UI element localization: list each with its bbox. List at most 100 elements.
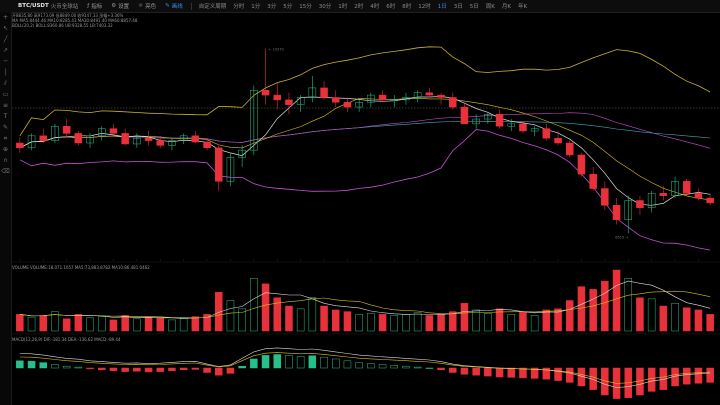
zoom-icon[interactable]: ⊕: [2, 146, 9, 153]
timeframe-17[interactable]: 年K: [517, 4, 528, 10]
candle-body: [296, 97, 305, 105]
macd-histogram-bar: [530, 367, 539, 379]
candle-body: [601, 188, 609, 206]
candle-body: [285, 99, 293, 105]
candle-body: [530, 128, 539, 132]
drawing-toolbar: + ↖ ╱ ↗ ─ │ ⫽ ▭ ≡ T ✎ ⌗ ⊕ ∩ ⌫: [0, 12, 12, 405]
candle-body: [706, 197, 714, 204]
volume-bar: [179, 318, 188, 332]
indicators-button[interactable]: ƒ 指标: [87, 2, 102, 10]
macd-histogram-bar: [273, 354, 282, 369]
macd-histogram-bar: [62, 365, 71, 369]
candle-body: [133, 137, 141, 145]
volume-bar: [109, 319, 118, 332]
custom-period-button[interactable]: 自定义周期: [198, 4, 227, 10]
volume-bar: [495, 308, 504, 332]
timeframe-7[interactable]: 2时: [354, 4, 364, 10]
macd-histogram-bar: [39, 362, 48, 369]
symbol-name[interactable]: BTC/USDT: [18, 3, 49, 9]
text-icon[interactable]: T: [3, 113, 8, 120]
macd-histogram-bar: [261, 355, 270, 369]
boll-upper-band: [19, 46, 711, 137]
candle-body: [589, 173, 597, 189]
delete-icon[interactable]: ⌫: [1, 168, 10, 175]
macd-histogram-bar: [542, 367, 551, 380]
rectangle-icon[interactable]: ▭: [2, 91, 9, 98]
timeframe-11[interactable]: 12时: [418, 4, 431, 10]
candle-body: [51, 125, 59, 141]
macd-histogram-bar: [203, 367, 211, 373]
timeframe-list: 分时 1分 3分 5分 15分 30分 1时 2时 4时 6时 8时 12时 1日 3日 5日 周K 月K 年K: [226, 2, 527, 10]
macd-histogram-bar: [378, 364, 387, 369]
timeframe-3[interactable]: 5分: [283, 4, 293, 10]
macd-values: MACD(12,26,9) DIF:-181.34 DEA:-136.62 MA…: [12, 337, 121, 342]
volume-bar: [402, 314, 410, 332]
timeframe-8[interactable]: 4时: [370, 4, 380, 10]
macd-histogram-bar: [320, 356, 328, 369]
volume-bar: [647, 298, 656, 332]
candle-body: [671, 181, 679, 196]
timeframe-16[interactable]: 月K: [501, 4, 511, 10]
ray-icon[interactable]: ↗: [2, 47, 9, 54]
crosshair-icon[interactable]: +: [2, 14, 9, 21]
timeframe-4[interactable]: 15分: [299, 4, 312, 10]
volume-bar: [425, 315, 434, 332]
theme-label: 亮色: [145, 4, 157, 10]
settings-label: 设置: [118, 4, 130, 10]
gear-icon: ⚙: [111, 3, 117, 9]
volume-ma10-line: [19, 290, 711, 319]
brush-icon[interactable]: ✎: [2, 124, 9, 131]
volume-bar: [214, 291, 223, 332]
candle-body: [27, 135, 36, 149]
macd-histogram-bar: [16, 360, 24, 369]
volume-bar: [530, 315, 539, 332]
magnet-icon[interactable]: ∩: [3, 157, 8, 164]
macd-histogram-bar: [694, 367, 703, 384]
volume-bar: [273, 297, 282, 332]
volume-bar: [437, 314, 445, 332]
volume-bar: [706, 314, 714, 332]
candle-body: [179, 135, 188, 141]
timeframe-15[interactable]: 周K: [485, 4, 495, 10]
timeframe-0[interactable]: 分时: [233, 4, 245, 10]
timeframe-6[interactable]: 1时: [338, 4, 348, 10]
exchange-name: 火币全球站: [50, 4, 79, 10]
volume-bar: [367, 313, 375, 332]
vertical-line-icon[interactable]: │: [3, 69, 8, 76]
trendline-icon[interactable]: ╱: [3, 36, 8, 43]
fibonacci-icon[interactable]: ≡: [2, 102, 9, 109]
theme-button[interactable]: ☼ 亮色: [138, 2, 156, 10]
candle-body: [472, 118, 480, 125]
settings-button[interactable]: ⚙ 设置: [111, 2, 129, 10]
timeframe-12[interactable]: 1日: [437, 4, 447, 10]
parallel-channel-icon[interactable]: ⫽: [4, 79, 7, 87]
candle-body: [331, 97, 340, 103]
candle-body: [261, 90, 270, 96]
timeframe-14[interactable]: 5日: [469, 4, 479, 10]
cursor-icon[interactable]: ↖: [2, 25, 9, 32]
volume-bar: [507, 314, 516, 332]
candle-body: [191, 135, 200, 143]
timeframe-5[interactable]: 30分: [318, 4, 332, 10]
volume-bar: [226, 300, 235, 332]
volume-bar: [612, 269, 621, 332]
macd-legend: MACD(12,26,9) DIF:-181.34 DEA:-136.62 MA…: [12, 337, 124, 342]
measure-icon[interactable]: ⌗: [3, 134, 8, 142]
macd-histogram-bar: [179, 367, 188, 371]
timeframe-9[interactable]: 6时: [386, 4, 396, 10]
candle-body: [250, 90, 258, 151]
volume-bar: [62, 318, 71, 332]
timeframe-1[interactable]: 1分: [251, 4, 261, 10]
volume-legend: VOLUME VOLUME:18,071.1057 MA5:73,883.878…: [12, 265, 153, 270]
pen-icon: ✎: [165, 3, 170, 9]
candle-body: [624, 200, 633, 220]
macd-histogram-bar: [437, 367, 445, 371]
timeframe-10[interactable]: 8时: [402, 4, 412, 10]
horizontal-line-icon[interactable]: ─: [3, 58, 8, 65]
macd-histogram-bar: [86, 367, 94, 370]
low-price-label: 6515 →: [615, 235, 628, 239]
timeframe-13[interactable]: 3日: [453, 4, 463, 10]
timeframe-2[interactable]: 3分: [267, 4, 277, 10]
draw-button[interactable]: ✎ 画线: [165, 2, 183, 10]
